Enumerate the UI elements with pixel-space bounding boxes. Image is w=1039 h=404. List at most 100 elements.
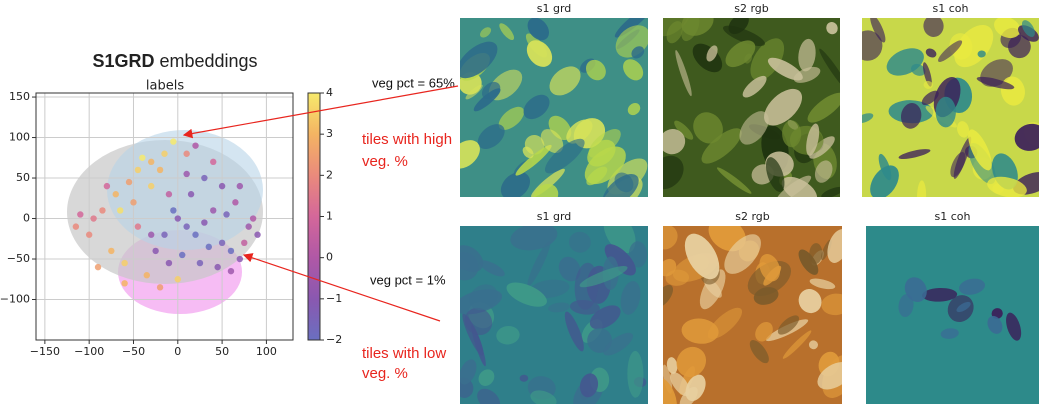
point <box>161 231 168 238</box>
x-tick-label: 0 <box>174 345 181 358</box>
texture-blob <box>870 165 899 197</box>
tile-image <box>663 226 842 404</box>
point <box>192 142 199 149</box>
texture-blob <box>968 129 992 171</box>
texture-blob <box>814 160 833 183</box>
texture-blob <box>510 226 558 251</box>
texture-blob <box>684 233 720 280</box>
texture-blob <box>628 241 648 268</box>
x-tick-label: 50 <box>215 345 229 358</box>
texture-blob <box>976 76 1015 90</box>
point <box>116 207 124 214</box>
texture-blob <box>798 38 816 72</box>
point <box>254 231 261 238</box>
texture-blob <box>469 284 498 311</box>
colorbar-tick-label: 0 <box>326 251 333 264</box>
arrow <box>182 85 459 139</box>
point <box>183 170 190 178</box>
point <box>249 215 257 222</box>
texture-blob <box>819 48 840 92</box>
point <box>218 239 226 247</box>
colorbar-tick-label: 3 <box>326 127 333 140</box>
point <box>165 259 173 267</box>
annotation: veg pct = 1% <box>370 272 446 287</box>
texture-blob <box>767 57 803 81</box>
texture-blob <box>916 180 927 197</box>
texture-blob <box>940 328 959 339</box>
texture-blob <box>862 113 874 124</box>
texture-blob <box>663 18 692 37</box>
point <box>156 284 164 291</box>
texture-blob <box>809 243 823 265</box>
texture-blob <box>922 62 932 87</box>
axes-frame <box>35 92 294 341</box>
texture-blob <box>900 103 922 129</box>
points <box>72 138 261 291</box>
texture-blob <box>663 155 684 190</box>
texture-blob <box>742 75 767 98</box>
point <box>201 219 208 226</box>
colorbar-tick-label: 4 <box>326 86 333 99</box>
x-tick-label: −150 <box>30 345 60 358</box>
texture-blob <box>681 18 700 42</box>
texture-blob <box>498 106 525 130</box>
texture-blob <box>798 289 822 314</box>
texture-blob <box>957 121 970 138</box>
texture-blob <box>663 226 678 250</box>
point <box>236 182 244 190</box>
texture-blob <box>549 66 581 96</box>
texture-blob <box>827 229 842 263</box>
y-tick-label: −50 <box>7 252 30 265</box>
texture-blob <box>950 151 966 178</box>
tile-title: s1 coh <box>933 2 969 15</box>
texture-blob <box>765 157 785 192</box>
texture-blob <box>956 301 971 313</box>
texture-blob <box>465 84 483 100</box>
point <box>125 178 133 186</box>
texture-blob <box>886 48 924 76</box>
texture-blob <box>994 18 1021 38</box>
texture-blob <box>826 22 838 35</box>
texture-blob <box>569 300 600 315</box>
point <box>90 215 97 222</box>
texture-blob <box>464 307 493 336</box>
point <box>245 223 252 230</box>
y-tick-label: 150 <box>9 90 30 103</box>
texture-blob <box>777 315 800 335</box>
texture-blob <box>821 293 842 316</box>
arrow <box>242 253 441 322</box>
texture-blob <box>904 277 927 302</box>
texture-blob <box>679 386 698 404</box>
texture-blob <box>716 167 752 194</box>
texture-blob <box>500 171 531 197</box>
point <box>183 150 190 157</box>
texture-blob <box>478 369 495 386</box>
texture-blob <box>755 321 773 342</box>
point <box>174 276 181 283</box>
point <box>201 174 208 182</box>
texture-blob <box>749 340 769 364</box>
texture-blob <box>724 234 761 274</box>
point <box>152 247 159 255</box>
tile-texture <box>866 226 1039 404</box>
texture-blob <box>665 269 690 286</box>
texture-blob <box>526 40 553 67</box>
texture-blob <box>693 112 723 144</box>
tile-title: s1 coh <box>935 210 971 223</box>
texture-blob <box>566 119 593 144</box>
texture-blob <box>1008 35 1031 59</box>
texture-blob <box>579 373 599 398</box>
tile-image <box>862 18 1039 197</box>
tile-title: s2 rgb <box>735 210 770 223</box>
point <box>130 199 137 206</box>
texture-blob <box>460 359 477 385</box>
point <box>121 280 128 287</box>
texture-blob <box>809 278 836 290</box>
texture-blob <box>725 40 756 68</box>
texture-blob <box>564 311 584 352</box>
texture-blob <box>519 374 529 382</box>
texture-blob <box>987 176 1027 197</box>
point <box>210 158 217 166</box>
texture-blob <box>588 129 621 158</box>
texture-blob <box>627 350 644 398</box>
